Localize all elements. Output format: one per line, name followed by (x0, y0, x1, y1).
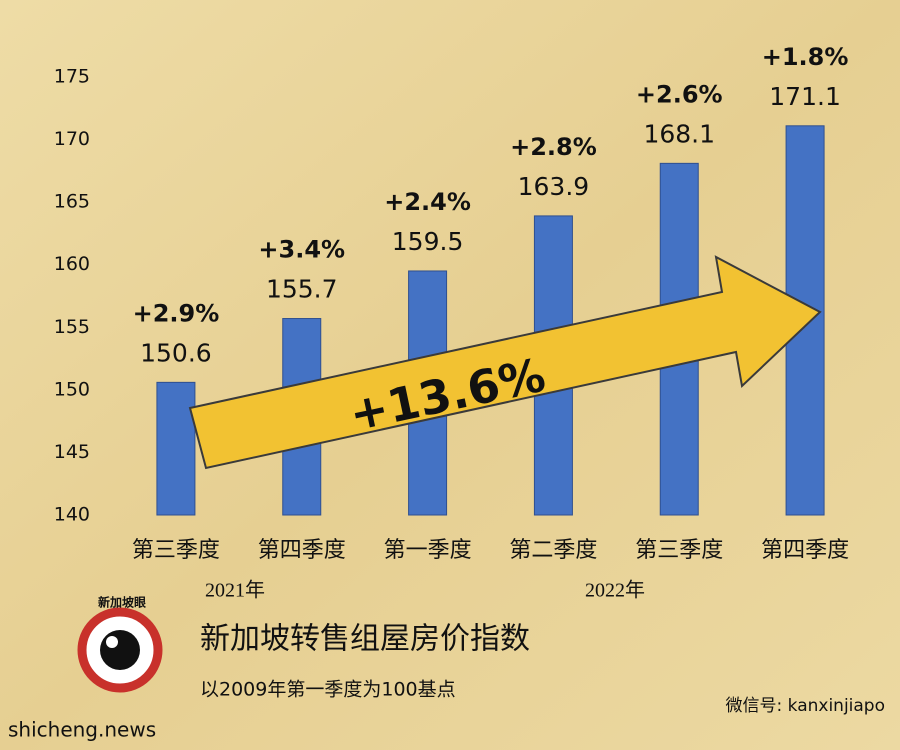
y-tick-label: 150 (54, 378, 90, 400)
x-tick-label: 第三季度 (635, 537, 723, 562)
logo: 新加坡眼 (77, 595, 163, 693)
value-label: 159.5 (392, 227, 464, 256)
value-label: 163.9 (518, 172, 590, 201)
change-label: +2.9% (133, 299, 220, 327)
x-tick-label: 第二季度 (509, 537, 597, 562)
y-tick-label: 165 (54, 191, 90, 213)
change-label: +1.8% (762, 43, 849, 71)
x-tick-label: 第四季度 (761, 537, 849, 562)
bar (156, 381, 196, 516)
x-tick-label: 第三季度 (132, 537, 220, 562)
x-tick-label: 第一季度 (384, 537, 472, 562)
y-tick-label: 170 (54, 128, 90, 150)
y-tick-label: 140 (54, 504, 90, 526)
value-label: 155.7 (266, 275, 338, 304)
change-label: +2.8% (510, 133, 597, 161)
logo-pupil (100, 630, 140, 670)
change-label: +2.4% (384, 188, 471, 216)
trend-arrow (188, 255, 822, 470)
value-label: 150.6 (140, 338, 212, 367)
logo-glint (106, 636, 118, 648)
year-label: 2022年 (585, 579, 645, 602)
chart-title: 新加坡转售组屋房价指数 (200, 622, 530, 657)
wechat-watermark: 微信号: kanxinjiapo (726, 696, 885, 716)
source-watermark: shicheng.news (8, 718, 156, 742)
y-tick-label: 160 (54, 253, 90, 275)
year-label: 2021年 (205, 579, 265, 602)
change-label: +2.6% (636, 80, 723, 108)
chart-subtitle: 以2009年第一季度为100基点 (200, 679, 456, 701)
x-tick-label: 第四季度 (258, 537, 346, 562)
y-tick-label: 175 (54, 66, 90, 88)
logo-text: 新加坡眼 (98, 595, 146, 610)
y-tick-label: 155 (54, 316, 90, 338)
y-tick-label: 145 (54, 441, 90, 463)
value-label: 168.1 (643, 119, 715, 148)
value-label: 171.1 (769, 82, 841, 111)
change-label: +3.4% (258, 236, 345, 264)
